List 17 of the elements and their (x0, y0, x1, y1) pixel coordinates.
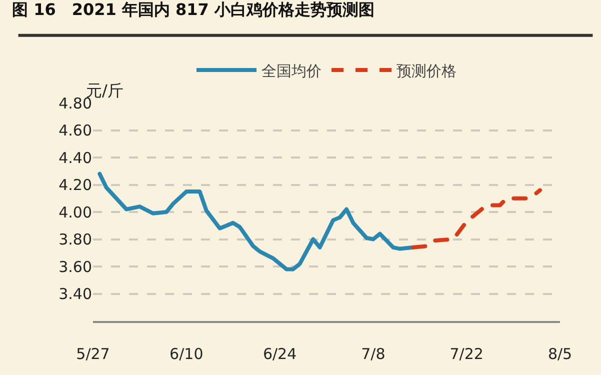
y-tick-label: 4.60 (58, 122, 92, 140)
legend-label: 预测价格 (396, 62, 456, 80)
y-tick-label: 4.40 (58, 148, 92, 167)
x-tick-label: 7/8 (361, 345, 386, 363)
x-tick-label: 8/5 (548, 345, 572, 363)
y-tick-label: 3.40 (58, 285, 92, 303)
y-tick-label: 4.20 (58, 176, 92, 194)
line-series (411, 188, 542, 250)
legend-label: 全国均价 (262, 62, 322, 80)
x-tick-label: 6/10 (170, 345, 204, 363)
chart-title: 图 16 2021 年国内 817 小白鸡价格走势预测图 (12, 0, 375, 19)
x-tick-label: 6/24 (262, 345, 297, 363)
x-tick-label: 5/27 (76, 345, 110, 363)
x-tick-label: 7/22 (450, 345, 484, 363)
y-tick-label: 3.80 (58, 230, 92, 248)
y-tick-label: 3.60 (58, 258, 92, 276)
y-tick-label: 4.00 (58, 203, 92, 222)
